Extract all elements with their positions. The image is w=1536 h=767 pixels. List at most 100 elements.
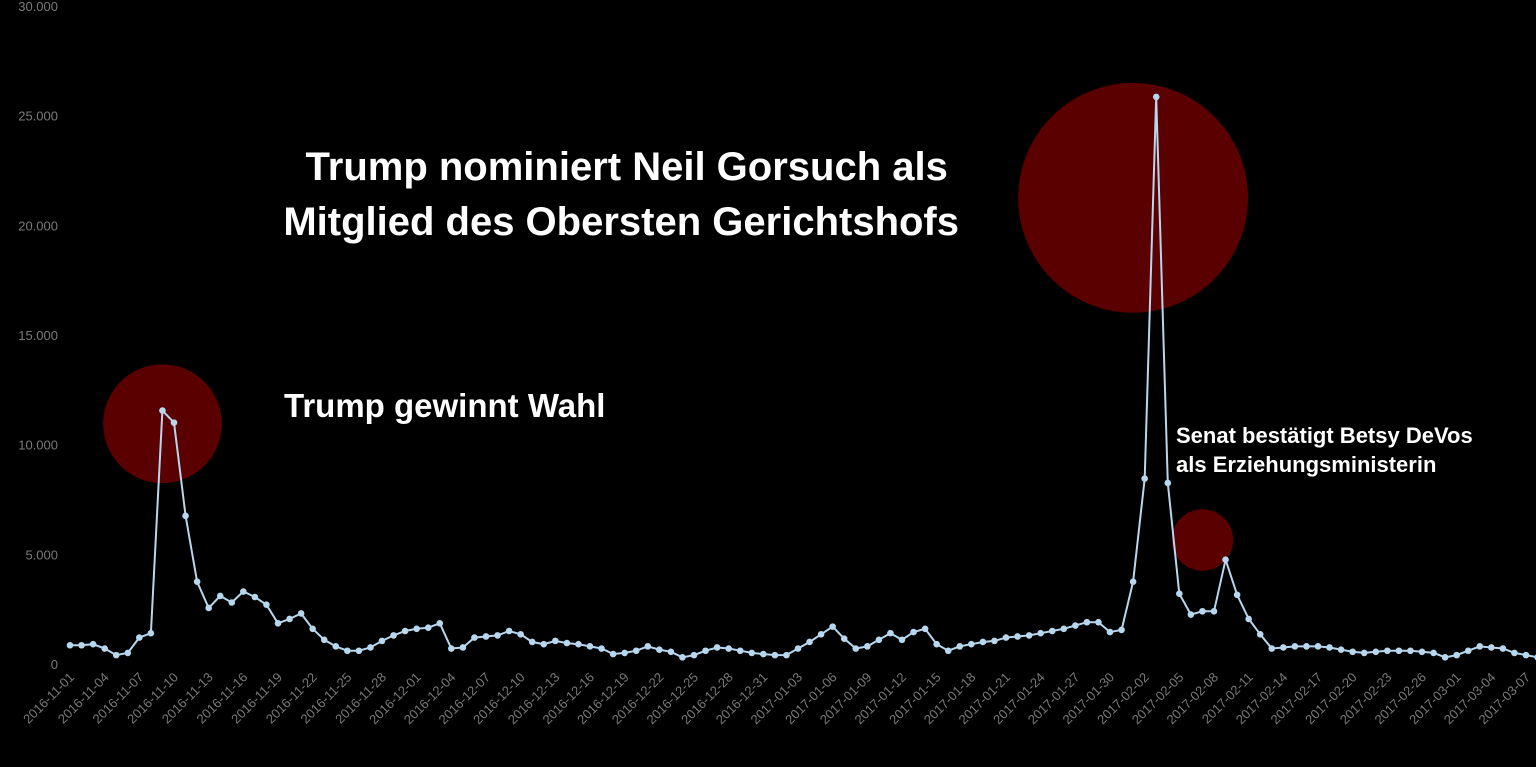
- data-point: [1303, 643, 1310, 650]
- data-point: [413, 625, 420, 633]
- data-point: [656, 646, 663, 653]
- data-point: [205, 604, 212, 612]
- data-point: [864, 643, 871, 650]
- data-point: [748, 649, 756, 657]
- data-point: [263, 601, 270, 608]
- data-point: [968, 640, 975, 648]
- y-tick-label: 30.000: [18, 0, 58, 14]
- data-point: [921, 625, 929, 633]
- data-point: [401, 627, 409, 635]
- y-tick-label: 0: [51, 657, 58, 672]
- data-point: [1083, 618, 1091, 626]
- data-point: [471, 634, 478, 641]
- data-point: [829, 623, 836, 630]
- data-point: [147, 629, 155, 637]
- data-point: [66, 641, 74, 649]
- data-point: [170, 419, 178, 426]
- data-point: [1476, 643, 1484, 650]
- data-point: [991, 637, 998, 645]
- data-point: [598, 645, 605, 652]
- data-point: [806, 638, 813, 646]
- data-point: [1291, 643, 1299, 650]
- data-point: [436, 620, 444, 627]
- annotation-devos: Senat bestätigt Betsy DeVos als Erziehun…: [1176, 423, 1479, 477]
- data-point: [644, 643, 652, 650]
- data-point: [286, 615, 293, 623]
- data-point: [1048, 627, 1056, 635]
- data-point: [771, 651, 779, 659]
- data-point: [1384, 647, 1391, 655]
- data-point: [159, 407, 166, 414]
- data-point: [1199, 607, 1206, 615]
- data-point: [124, 649, 132, 657]
- y-tick-label: 10.000: [18, 438, 58, 453]
- data-point: [910, 628, 917, 636]
- data-point: [1095, 618, 1102, 626]
- y-tick-label: 5.000: [25, 547, 58, 562]
- data-point: [783, 651, 790, 659]
- data-point: [1141, 475, 1148, 482]
- data-point: [1037, 629, 1044, 637]
- data-point: [1025, 632, 1033, 639]
- data-point: [840, 635, 848, 642]
- x-axis: 2016-11-012016-11-042016-11-072016-11-10…: [20, 670, 1533, 728]
- data-point: [1407, 647, 1414, 655]
- y-tick-label: 25.000: [18, 109, 58, 124]
- data-point: [332, 643, 340, 650]
- highlight-circles: [103, 82, 1249, 571]
- data-point: [1337, 646, 1345, 653]
- data-point: [482, 633, 490, 640]
- data-point: [1280, 644, 1287, 651]
- data-point: [1129, 578, 1137, 585]
- data-point: [621, 649, 628, 657]
- data-point: [136, 634, 143, 641]
- data-point: [1210, 607, 1218, 615]
- data-point: [679, 654, 686, 661]
- data-point: [1072, 622, 1079, 629]
- data-point: [528, 638, 536, 646]
- data-point: [1106, 628, 1114, 636]
- data-point: [1499, 645, 1507, 652]
- data-point: [1176, 590, 1183, 598]
- data-point: [563, 639, 571, 647]
- data-point: [1326, 644, 1333, 651]
- data-point: [1395, 647, 1403, 655]
- data-point: [1372, 648, 1380, 656]
- data-point: [1464, 647, 1472, 655]
- data-point: [297, 610, 305, 617]
- data-point: [1268, 645, 1276, 652]
- data-point: [251, 593, 259, 601]
- data-point: [459, 644, 467, 651]
- highlight-circle-2: [1171, 509, 1234, 571]
- data-point: [274, 620, 282, 627]
- data-point: [725, 645, 732, 652]
- data-point: [517, 630, 524, 638]
- data-point: [887, 629, 894, 637]
- data-point: [1441, 654, 1449, 661]
- data-point: [240, 588, 247, 595]
- data-point: [794, 645, 802, 652]
- data-point: [1014, 633, 1021, 640]
- data-point: [898, 636, 906, 644]
- data-point: [1314, 643, 1322, 650]
- data-point: [309, 625, 316, 633]
- data-point: [78, 641, 85, 649]
- data-point: [1511, 649, 1518, 657]
- data-point: [1164, 479, 1172, 487]
- data-point: [1222, 556, 1229, 564]
- series-line: [70, 96, 1536, 659]
- data-point: [736, 647, 744, 655]
- data-point: [344, 647, 351, 655]
- annotation-gorsuch: Trump nominiert Neil Gorsuch als Mitglie…: [283, 145, 959, 244]
- data-point: [1187, 611, 1195, 618]
- data-point: [1430, 649, 1437, 657]
- data-point: [1233, 591, 1241, 599]
- y-tick-label: 15.000: [18, 328, 58, 343]
- data-point: [1418, 648, 1426, 656]
- data-point: [979, 638, 987, 646]
- y-axis: 0 5.000 10.000 15.000 20.000 25.000 30.000: [18, 0, 58, 672]
- data-point: [1360, 649, 1368, 657]
- data-point: [378, 637, 386, 645]
- data-point: [228, 599, 236, 606]
